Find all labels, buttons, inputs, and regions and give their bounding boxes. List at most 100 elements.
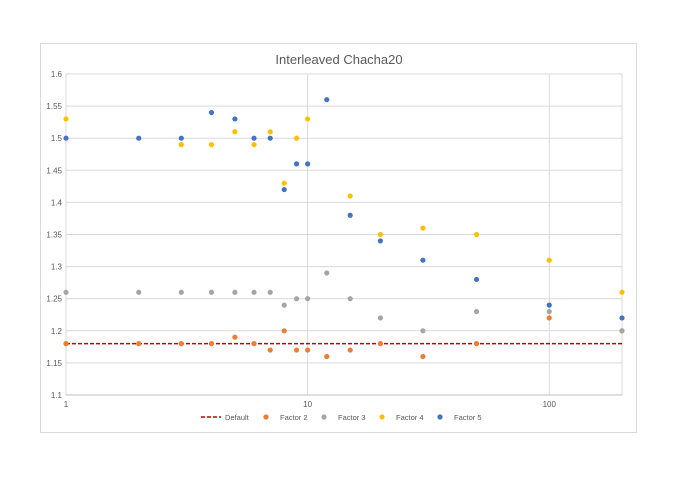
data-point [268,290,273,295]
legend-item: Factor 2 [263,413,307,422]
data-point [378,238,383,243]
y-tick-label: 1.55 [46,102,62,111]
legend-swatch [263,414,268,419]
axes: 1.1 1.15 1.2 1.25 1.3 1.35 1.4 1.45 1.5 1.55 1.6 1 1… [46,70,622,409]
data-point [251,136,256,141]
data-point [305,161,310,166]
data-point [348,296,353,301]
data-point [348,193,353,198]
legend-label: Factor 4 [396,413,424,422]
data-point [63,136,68,141]
points-layer [63,97,624,359]
data-point [420,258,425,263]
legend-label: Factor 2 [280,413,308,422]
y-tick-label: 1.1 [51,391,63,400]
data-point [420,328,425,333]
legend: Default Factor 2 Factor 3 Factor 4 Factor 5 [201,413,482,422]
y-tick-label: 1.45 [46,166,62,175]
data-point [305,347,310,352]
y-tick-label: 1.5 [51,134,63,143]
legend-swatch [437,414,442,419]
data-point [251,142,256,147]
data-point [324,270,329,275]
y-tick-label: 1.25 [46,295,62,304]
data-point [282,187,287,192]
series-factor-2 [63,315,624,359]
y-tick-label: 1.4 [51,198,63,207]
data-point [348,213,353,218]
data-point [136,341,141,346]
data-point [209,110,214,115]
data-point [63,341,68,346]
data-point [420,354,425,359]
legend-swatch [379,414,384,419]
legend-swatch [321,414,326,419]
y-tick-label: 1.6 [51,70,63,79]
data-point [179,290,184,295]
data-point [619,328,624,333]
data-point [209,290,214,295]
chart: Interleaved Chacha20 1.11.151.21.251.31.… [41,44,638,434]
y-tick-label: 1.35 [46,231,62,240]
data-point [474,309,479,314]
data-point [294,136,299,141]
chart-title: Interleaved Chacha20 [275,52,402,67]
legend-item: Factor 3 [321,413,365,422]
legend-label: Default [225,413,250,422]
x-tick-label: 1 [64,400,69,409]
data-point [179,136,184,141]
data-point [474,232,479,237]
data-point [63,290,68,295]
x-tick-label: 100 [543,400,557,409]
data-point [282,328,287,333]
x-tick-label: 10 [303,400,312,409]
data-point [268,347,273,352]
grid [66,74,622,395]
data-point [324,354,329,359]
data-point [378,232,383,237]
data-point [619,290,624,295]
data-point [294,347,299,352]
data-point [348,347,353,352]
data-point [232,290,237,295]
y-tick-label: 1.15 [46,359,62,368]
data-point [209,341,214,346]
y-tick-label: 1.3 [51,263,63,272]
data-point [294,161,299,166]
data-point [547,303,552,308]
data-point [209,142,214,147]
series-factor-3 [63,270,624,333]
data-point [282,181,287,186]
data-point [268,136,273,141]
data-point [251,290,256,295]
data-point [268,129,273,134]
legend-item: Default [201,413,250,422]
data-point [305,296,310,301]
data-point [251,341,256,346]
data-point [547,309,552,314]
legend-label: Factor 3 [338,413,366,422]
data-point [232,129,237,134]
y-tick-label: 1.2 [51,327,63,336]
data-point [232,116,237,121]
data-point [474,277,479,282]
series-factor-5 [63,97,624,320]
data-point [378,315,383,320]
data-point [63,116,68,121]
data-point [136,290,141,295]
data-point [619,315,624,320]
legend-item: Factor 5 [437,413,481,422]
series-factor-4 [63,116,624,295]
data-point [420,225,425,230]
legend-item: Factor 4 [379,413,423,422]
data-point [305,116,310,121]
data-point [547,258,552,263]
legend-label: Factor 5 [454,413,482,422]
data-point [179,341,184,346]
data-point [547,315,552,320]
data-point [232,335,237,340]
chart-frame: Interleaved Chacha20 1.1 1.15 1.2 1.25 1.3 1.… [40,43,637,433]
data-point [378,341,383,346]
data-point [324,97,329,102]
data-point [294,296,299,301]
